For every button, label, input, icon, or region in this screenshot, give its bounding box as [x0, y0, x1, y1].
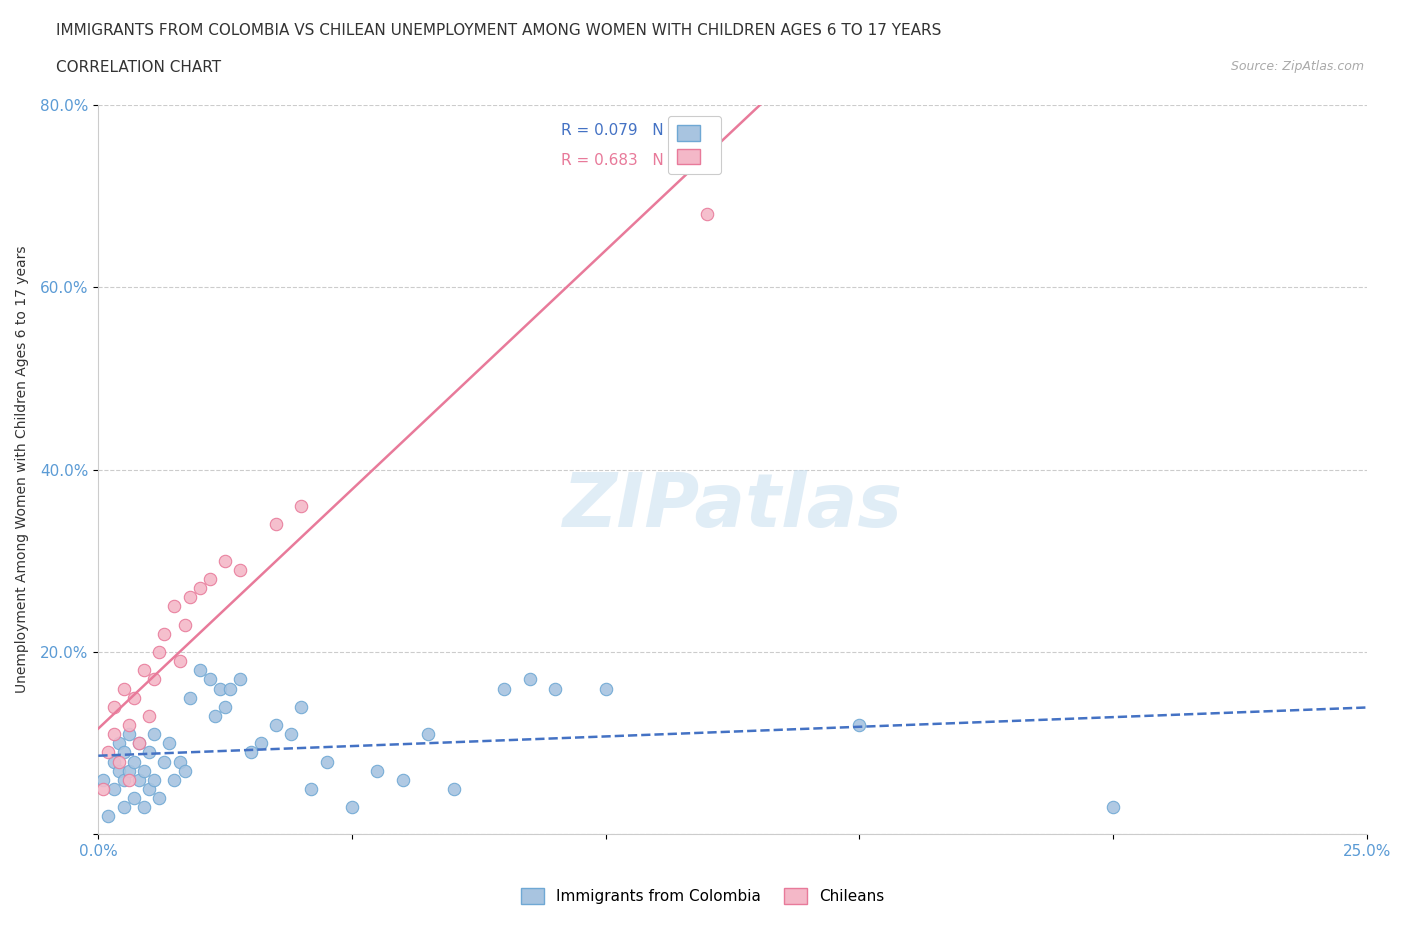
Point	[219, 681, 242, 696]
Point	[340, 800, 363, 815]
Text: IMMIGRANTS FROM COLOMBIA VS CHILEAN UNEMPLOYMENT AMONG WOMEN WITH CHILDREN AGES : IMMIGRANTS FROM COLOMBIA VS CHILEAN UNEM…	[56, 23, 942, 38]
Point	[118, 764, 141, 778]
Point	[848, 718, 870, 733]
Point	[132, 800, 155, 815]
Point	[494, 681, 516, 696]
Point	[696, 206, 718, 221]
Point	[169, 754, 191, 769]
Point	[290, 498, 312, 513]
Text: CORRELATION CHART: CORRELATION CHART	[56, 60, 221, 75]
Point	[122, 790, 145, 805]
Legend: , : ,	[668, 116, 721, 174]
Point	[229, 563, 252, 578]
Text: R = 0.683   N = 26: R = 0.683 N = 26	[561, 153, 706, 168]
Point	[112, 745, 135, 760]
Point	[93, 781, 115, 796]
Point	[143, 772, 166, 787]
Point	[163, 772, 186, 787]
Point	[214, 699, 236, 714]
Point	[443, 781, 465, 796]
Point	[280, 726, 302, 741]
Point	[229, 672, 252, 687]
Point	[97, 809, 120, 824]
Point	[132, 764, 155, 778]
Point	[103, 699, 125, 714]
Point	[209, 681, 232, 696]
Text: R = 0.079   N = 53: R = 0.079 N = 53	[561, 123, 706, 138]
Point	[118, 718, 141, 733]
Point	[148, 644, 170, 659]
Point	[128, 772, 150, 787]
Point	[97, 745, 120, 760]
Point	[122, 690, 145, 705]
Point	[301, 781, 323, 796]
Point	[179, 690, 201, 705]
Text: ZIPatlas: ZIPatlas	[562, 470, 903, 542]
Point	[93, 772, 115, 787]
Point	[138, 745, 160, 760]
Point	[103, 726, 125, 741]
Legend: Immigrants from Colombia, Chileans: Immigrants from Colombia, Chileans	[512, 879, 894, 913]
Point	[519, 672, 541, 687]
Point	[173, 764, 195, 778]
Point	[132, 663, 155, 678]
Point	[157, 736, 180, 751]
Point	[163, 599, 186, 614]
Point	[153, 754, 176, 769]
Point	[169, 654, 191, 669]
Point	[138, 709, 160, 724]
Point	[148, 790, 170, 805]
Point	[264, 718, 287, 733]
Point	[143, 726, 166, 741]
Point	[107, 754, 129, 769]
Point	[112, 772, 135, 787]
Point	[418, 726, 440, 741]
Point	[153, 626, 176, 641]
Point	[112, 681, 135, 696]
Point	[198, 672, 221, 687]
Point	[391, 772, 413, 787]
Point	[366, 764, 388, 778]
Text: Source: ZipAtlas.com: Source: ZipAtlas.com	[1230, 60, 1364, 73]
Point	[143, 672, 166, 687]
Point	[188, 580, 211, 595]
Point	[128, 736, 150, 751]
Point	[264, 517, 287, 532]
Point	[107, 736, 129, 751]
Point	[103, 781, 125, 796]
Point	[249, 736, 271, 751]
Point	[103, 754, 125, 769]
Point	[239, 745, 262, 760]
Point	[214, 553, 236, 568]
Point	[112, 800, 135, 815]
Point	[315, 754, 337, 769]
Point	[173, 618, 195, 632]
Point	[1102, 800, 1125, 815]
Point	[198, 572, 221, 587]
Y-axis label: Unemployment Among Women with Children Ages 6 to 17 years: Unemployment Among Women with Children A…	[15, 246, 30, 694]
Point	[118, 726, 141, 741]
Point	[290, 699, 312, 714]
Point	[107, 764, 129, 778]
Point	[204, 709, 226, 724]
Point	[179, 590, 201, 604]
Point	[544, 681, 567, 696]
Point	[122, 754, 145, 769]
Point	[128, 736, 150, 751]
Point	[595, 681, 617, 696]
Point	[138, 781, 160, 796]
Point	[188, 663, 211, 678]
Point	[118, 772, 141, 787]
